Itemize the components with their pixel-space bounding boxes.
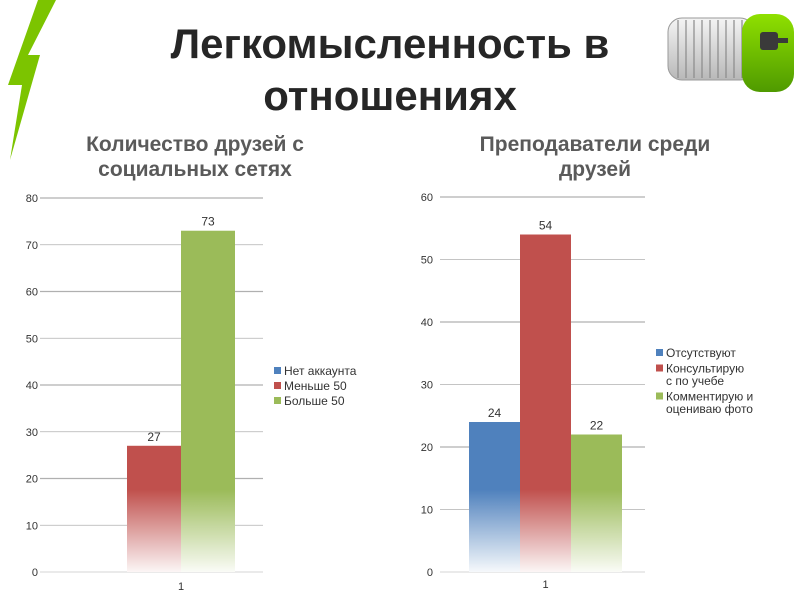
chart2-y-tick-label: 10	[421, 505, 433, 517]
chart2-title: Преподаватели среди друзей	[440, 132, 750, 182]
chart2-y-tick-label: 60	[421, 192, 433, 204]
chart1-data-label: 73	[201, 215, 215, 229]
chart1-y-tick-label: 50	[26, 333, 38, 345]
chart2-legend-label-line: Отсутствуют	[666, 346, 736, 360]
lightning-bolt-icon	[8, 0, 56, 160]
chart1-y-tick-label: 40	[26, 380, 38, 392]
chart2-legend-swatch	[656, 364, 663, 372]
chart2-y-tick-label: 30	[421, 380, 433, 392]
chart1-title-line-1: Количество друзей с	[86, 133, 304, 156]
chart1-legend-label: Нет аккаунта	[284, 364, 357, 378]
chart1-y-tick-label: 10	[26, 520, 38, 532]
chart2-legend-swatch	[656, 349, 663, 356]
chart2-legend-label: Отсутствуют	[666, 346, 736, 360]
chart1-category-label: 1	[178, 581, 184, 593]
chart2-legend-swatch	[656, 392, 663, 400]
chart2-bar-fade	[469, 489, 622, 572]
chart2-data-label: 24	[488, 406, 502, 420]
chart2-legend-label: Комментирую и оцениваю фото	[666, 390, 753, 417]
chart1-title-line-2: социальных сетях	[98, 158, 292, 181]
server-rack-key-icon	[667, 14, 794, 92]
chart1-y-tick-label: 60	[26, 287, 38, 299]
chart1-legend-swatch	[274, 367, 281, 374]
chart2-title-line-1: Преподаватели среди	[479, 133, 711, 156]
chart1-legend-label: Больше 50	[284, 394, 345, 408]
chart1-y-tick-label: 30	[26, 427, 38, 439]
chart1-legend-label-line: Больше 50	[284, 394, 345, 408]
chart2-y-tick-label: 40	[421, 317, 433, 329]
chart2-data-label: 54	[539, 219, 553, 233]
chart2: 0 10 20 30 40 50 60 24 54 22 1 Отсутствуют Консульти…	[421, 192, 754, 591]
chart1-legend-label-line: Меньше 50	[284, 379, 347, 393]
slide-title-line-1: Легкомысленность в	[170, 20, 610, 67]
chart2-title-line-2: друзей	[558, 158, 632, 181]
chart1-title: Количество друзей с социальных сетях	[40, 132, 350, 182]
chart1-y-tick-label: 20	[26, 474, 38, 486]
chart1-y-tick-label: 0	[32, 567, 38, 579]
chart1-legend-swatch	[274, 382, 281, 389]
chart2-y-tick-label: 50	[421, 255, 433, 267]
chart2-legend-label: Консультирую с по учебе	[666, 362, 744, 389]
chart2-legend-label-line: с по учебе	[666, 374, 724, 388]
chart1-legend-swatch	[274, 397, 281, 404]
chart2-category-label: 1	[542, 579, 548, 591]
slide-title: Легкомысленность в отношениях	[100, 18, 680, 122]
chart2-y-tick-label: 20	[421, 442, 433, 454]
chart2-data-label: 22	[590, 419, 604, 433]
chart2-y-tick-label: 0	[427, 567, 433, 579]
chart1-data-label: 27	[147, 430, 161, 444]
chart1-legend-label-line: Нет аккаунта	[284, 364, 357, 378]
chart1: 0 10 20 30 40 50 60 70 80 27 73 1 Нет аккаунтаМеньше…	[26, 193, 357, 593]
chart1-bar-fade	[127, 489, 235, 572]
slide-title-line-2: отношениях	[263, 72, 517, 119]
chart1-y-tick-label: 80	[26, 193, 38, 205]
chart1-legend-label: Меньше 50	[284, 379, 347, 393]
chart1-y-tick-label: 70	[26, 240, 38, 252]
chart2-legend-label-line: Консультирую	[666, 362, 744, 376]
chart2-legend-label-line: Комментирую и	[666, 390, 753, 404]
chart2-legend-label-line: оцениваю фото	[666, 402, 753, 416]
